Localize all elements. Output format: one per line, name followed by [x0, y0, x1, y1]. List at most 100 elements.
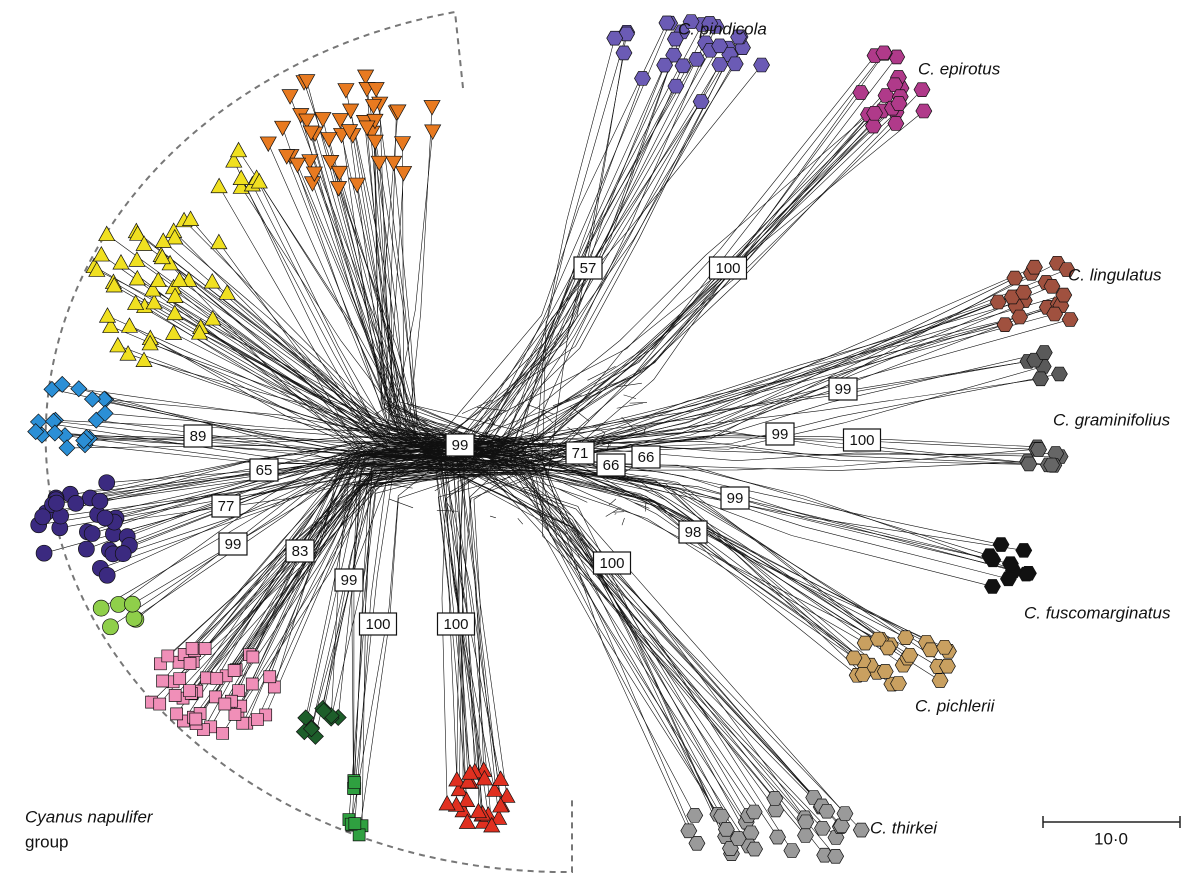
edge: [616, 402, 644, 409]
tip-marker: [686, 808, 704, 823]
support-value: 99: [225, 536, 242, 553]
tip-marker: [102, 317, 120, 333]
tip-marker: [305, 166, 323, 183]
tip-marker: [852, 85, 870, 100]
edge: [350, 453, 450, 825]
tip-marker: [170, 707, 183, 721]
edge: [534, 291, 1024, 462]
tip-marker: [225, 152, 243, 168]
species-label: C. thirkei: [870, 818, 938, 837]
tip-marker: [1001, 556, 1019, 571]
support-value: 89: [190, 428, 207, 445]
tip-marker: [35, 544, 53, 562]
tip-marker: [153, 248, 171, 265]
tip-marker: [769, 829, 786, 845]
edge: [150, 338, 487, 458]
support-box: [842, 428, 882, 452]
edge: [570, 406, 590, 422]
edge: [196, 465, 487, 692]
tip-marker: [1035, 345, 1053, 360]
support-box: [708, 256, 748, 280]
tip-marker: [228, 708, 242, 721]
tip-marker: [674, 58, 692, 74]
tip-marker: [251, 713, 264, 726]
tip-marker: [713, 808, 730, 824]
edge: [540, 463, 993, 587]
edge: [473, 447, 881, 640]
tip-marker: [70, 380, 88, 398]
support-values: 57 100 89 99 65 71 66 66 99 99 100 77 99 98 99 83 100 99 1…: [183, 256, 882, 636]
edge: [286, 155, 494, 445]
tip-marker: [753, 57, 770, 73]
edge: [215, 461, 466, 698]
edge: [621, 416, 638, 433]
tip-marker: [128, 251, 146, 267]
edge: [483, 446, 1049, 466]
tip-marker: [458, 791, 476, 807]
edge: [478, 436, 938, 667]
tip-marker: [498, 787, 516, 803]
tip-marker: [348, 817, 362, 830]
edge: [643, 427, 647, 433]
tip-marker: [88, 261, 106, 277]
edge: [587, 365, 616, 381]
edge: [536, 64, 665, 437]
tip-marker: [98, 225, 116, 242]
tip-marker: [717, 822, 735, 837]
tip-marker: [726, 56, 744, 72]
edge: [189, 444, 487, 691]
tip-marker: [27, 423, 45, 441]
edge: [383, 459, 397, 465]
edge: [512, 92, 862, 453]
edge: [517, 518, 524, 525]
edge: [395, 131, 484, 452]
tip-marker: [667, 78, 685, 94]
tip-marker: [154, 232, 172, 248]
edge: [567, 426, 592, 443]
tip-marker: [492, 796, 510, 813]
tip-marker: [315, 702, 333, 720]
tip-marker: [218, 697, 232, 711]
tip-marker: [615, 45, 633, 61]
edge: [448, 24, 703, 439]
edge: [556, 441, 567, 454]
tip-marker: [83, 525, 101, 542]
support-box: [183, 424, 213, 448]
tip-marker: [53, 375, 71, 393]
tip-marker: [135, 351, 153, 367]
edge: [380, 111, 432, 449]
edge: [233, 160, 512, 457]
edge: [449, 448, 1037, 471]
edge: [437, 450, 448, 804]
tip-marker: [204, 309, 222, 326]
tip-marker: [666, 31, 684, 47]
edge: [356, 184, 448, 465]
tip-marker: [156, 674, 169, 688]
edge: [457, 114, 869, 473]
edge: [469, 54, 730, 451]
tip-marker: [302, 125, 320, 142]
edge: [408, 106, 446, 455]
tip-marker: [302, 720, 320, 738]
tip-marker: [423, 100, 441, 116]
edge: [374, 412, 381, 421]
tip-marker: [701, 16, 719, 31]
tip-marker: [168, 689, 182, 702]
edge: [523, 487, 536, 489]
group-outline: [44, 10, 573, 874]
group-label: Cyanus napulifer: [25, 807, 154, 826]
edge: [469, 95, 887, 464]
tip-marker: [890, 96, 908, 111]
tip-marker: [1030, 442, 1048, 457]
edge: [517, 103, 900, 456]
tip-marker: [119, 345, 137, 361]
edge: [450, 55, 876, 440]
tip-marker: [730, 29, 747, 45]
tip-marker: [692, 94, 710, 109]
species-label: C. lingulatus: [1068, 265, 1162, 284]
species-label: C. epirotus: [918, 59, 1001, 78]
tip-marker: [1015, 543, 1033, 558]
tip-marker: [394, 166, 413, 182]
tip-marker: [711, 38, 729, 54]
